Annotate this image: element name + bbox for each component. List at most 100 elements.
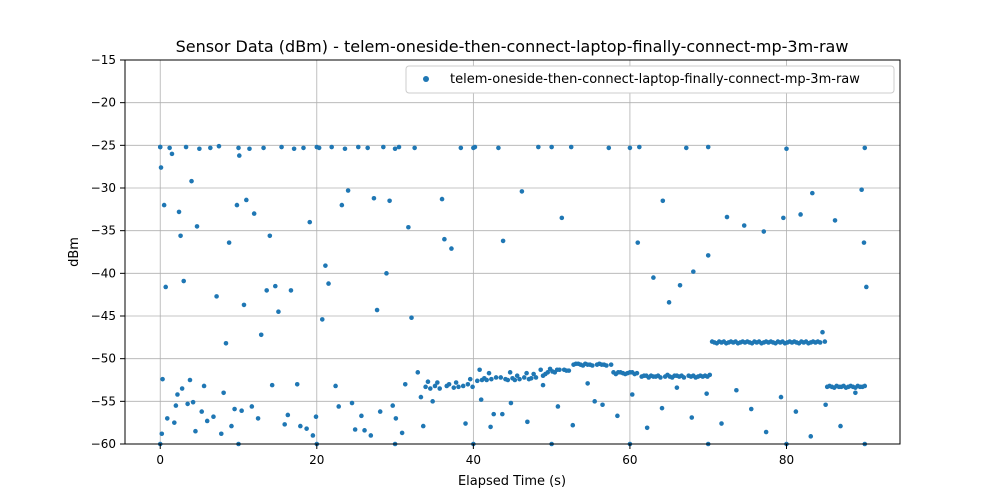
scatter-point bbox=[781, 215, 786, 221]
scatter-point bbox=[163, 284, 169, 290]
scatter-point bbox=[524, 370, 529, 376]
scatter-point bbox=[446, 381, 452, 387]
y-tick-label: −40 bbox=[91, 266, 116, 280]
x-tick-label: 0 bbox=[156, 453, 164, 467]
x-axis-label: Elapsed Time (s) bbox=[458, 474, 566, 489]
y-tick-label: −30 bbox=[91, 181, 116, 195]
scatter-point bbox=[719, 421, 724, 426]
scatter-point bbox=[533, 375, 539, 380]
scatter-point bbox=[418, 394, 424, 400]
scatter-point bbox=[371, 195, 377, 201]
scatter-point bbox=[161, 202, 167, 208]
scatter-point bbox=[381, 144, 386, 150]
scatter-point bbox=[399, 430, 405, 436]
scatter-point bbox=[463, 421, 468, 426]
scatter-point bbox=[724, 214, 730, 220]
scatter-point bbox=[477, 367, 482, 373]
scatter-point bbox=[549, 144, 554, 150]
scatter-point bbox=[173, 403, 179, 408]
scatter-point bbox=[536, 144, 541, 150]
scatter-point bbox=[158, 165, 164, 170]
x-axis: 0 20 40 60 80 bbox=[156, 444, 794, 467]
scatter-point bbox=[194, 224, 200, 229]
scatter-point bbox=[336, 404, 342, 409]
scatter-point bbox=[326, 281, 331, 286]
scatter-point bbox=[435, 380, 440, 385]
scatter-point bbox=[784, 146, 789, 152]
scatter-point bbox=[817, 340, 823, 345]
scatter-point bbox=[307, 219, 313, 225]
scatter-point bbox=[304, 426, 309, 431]
scatter-point bbox=[365, 145, 370, 151]
scatter-point bbox=[244, 197, 249, 203]
scatter-point bbox=[555, 404, 561, 409]
scatter-point bbox=[823, 402, 828, 408]
scatter-point bbox=[460, 383, 466, 389]
legend-marker bbox=[423, 76, 429, 82]
scatter-point bbox=[439, 196, 445, 202]
scatter-point bbox=[478, 397, 484, 402]
y-tick-label: −45 bbox=[91, 309, 116, 323]
scatter-point bbox=[393, 416, 399, 421]
scatter-point bbox=[600, 402, 605, 408]
scatter-point bbox=[615, 413, 620, 419]
scatter-point bbox=[651, 275, 656, 280]
scatter-point bbox=[298, 423, 303, 429]
scatter-point bbox=[748, 406, 754, 412]
scatter-point bbox=[465, 381, 471, 387]
scatter-point bbox=[229, 423, 234, 429]
scatter-point bbox=[314, 144, 320, 150]
scatter-point bbox=[521, 375, 527, 380]
scatter-point bbox=[531, 371, 536, 377]
scatter-point bbox=[197, 146, 202, 152]
scatter-point bbox=[861, 240, 867, 245]
scatter-point bbox=[396, 144, 402, 150]
scatter-point bbox=[157, 144, 163, 150]
x-tick-label: 80 bbox=[779, 453, 794, 467]
scatter-point bbox=[471, 145, 476, 151]
scatter-point bbox=[190, 399, 196, 405]
legend: telem-oneside-then-connect-laptop-finall… bbox=[405, 65, 895, 94]
scatter-point bbox=[368, 433, 374, 438]
scatter-point bbox=[276, 309, 281, 315]
scatter-point bbox=[402, 381, 408, 387]
scatter-point bbox=[500, 238, 506, 244]
scatter-point bbox=[169, 151, 175, 157]
scatter-point bbox=[704, 391, 709, 396]
scatter-point bbox=[741, 223, 747, 228]
scatter-point bbox=[415, 370, 421, 375]
scatter-point bbox=[451, 385, 457, 390]
scatter-point bbox=[273, 283, 278, 289]
chart-title: Sensor Data (dBm) - telem-oneside-then-c… bbox=[176, 37, 849, 56]
scatter-point bbox=[491, 411, 497, 417]
scatter-point bbox=[540, 382, 546, 388]
scatter-point bbox=[570, 422, 576, 428]
x-tick-label: 60 bbox=[622, 453, 637, 467]
scatter-point bbox=[488, 424, 493, 430]
scatter-point bbox=[185, 401, 190, 407]
scatter-point bbox=[528, 375, 534, 381]
y-tick-label: −35 bbox=[91, 224, 116, 238]
scatter-point bbox=[517, 376, 522, 382]
scatter-point bbox=[793, 409, 799, 414]
scatter-point bbox=[249, 404, 255, 409]
scatter-point bbox=[329, 144, 334, 150]
scatter-point bbox=[247, 146, 252, 152]
scatter-point bbox=[374, 307, 380, 313]
scatter-point bbox=[608, 362, 614, 367]
scatter-point bbox=[159, 431, 165, 437]
scatter-point bbox=[557, 367, 562, 373]
scatter-point bbox=[691, 269, 696, 274]
scatter-point bbox=[705, 144, 711, 150]
scatter-point bbox=[467, 376, 473, 382]
scatter-point bbox=[313, 414, 319, 419]
scatter-point bbox=[707, 372, 713, 378]
scatter-point bbox=[294, 381, 300, 387]
scatter-point bbox=[164, 416, 170, 421]
y-axis: −60 −55 −50 −45 −40 −35 −30 −25 −20 −15 bbox=[91, 53, 125, 451]
scatter-point bbox=[658, 375, 663, 380]
scatter-point bbox=[545, 370, 551, 375]
scatter-point bbox=[189, 178, 194, 184]
scatter-point bbox=[568, 144, 574, 150]
